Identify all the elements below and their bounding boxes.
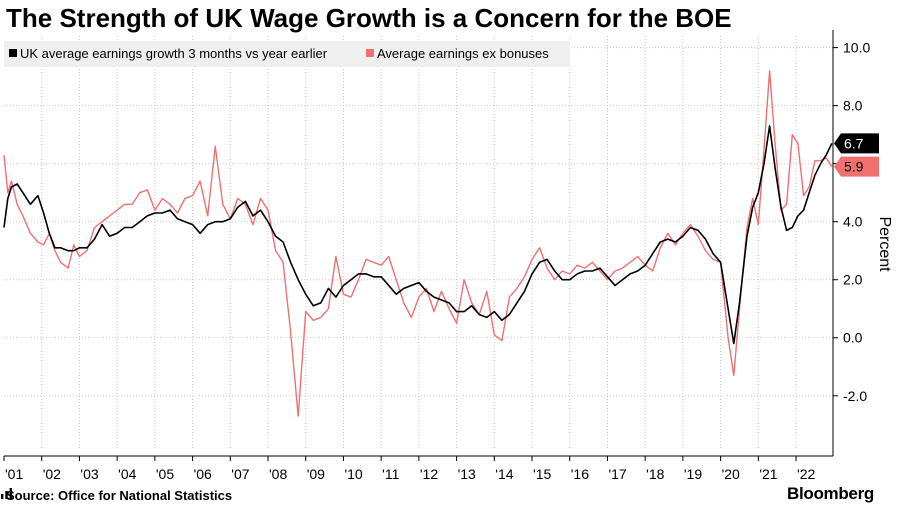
x-tick-label: '03 bbox=[80, 466, 98, 482]
x-tick-label: '05 bbox=[156, 466, 174, 482]
x-tick-label: '20 bbox=[722, 466, 740, 482]
x-axis-tick-labels: '01 '02 '03 '04 '05 '06 '07 '08 '09 '10 '11 '12 '13 '… bbox=[5, 466, 815, 482]
series-lines bbox=[3, 70, 833, 417]
x-tick-label: '11 bbox=[382, 466, 399, 482]
y-tick-label: 4.0 bbox=[843, 214, 863, 230]
y-tick-label: 0.0 bbox=[843, 330, 863, 346]
y-tick-label: -2.0 bbox=[843, 388, 867, 404]
x-tick-label: '13 bbox=[458, 466, 476, 482]
x-tick-label: '14 bbox=[495, 466, 513, 482]
legend-background bbox=[4, 41, 570, 67]
y-tick-label: 8.0 bbox=[843, 98, 863, 114]
series-line-ex-bonuses bbox=[3, 70, 833, 417]
x-tick-label: '19 bbox=[684, 466, 702, 482]
x-tick-label: '08 bbox=[269, 466, 287, 482]
last-value-labels: 6.7 5.9 bbox=[834, 133, 879, 177]
x-tick-label: '10 bbox=[344, 466, 362, 482]
x-tick-label: '17 bbox=[608, 466, 626, 482]
y-tick-label: 2.0 bbox=[843, 272, 863, 288]
chart-axes bbox=[3, 30, 838, 461]
chart-title: The Strength of UK Wage Growth is a Conc… bbox=[6, 3, 732, 33]
legend-label: Average earnings ex bonuses bbox=[377, 46, 549, 61]
x-tick-label: '01 bbox=[5, 466, 23, 482]
last-value-badge bbox=[834, 156, 879, 177]
legend-swatch-pink bbox=[366, 49, 374, 57]
x-tick-label: '12 bbox=[420, 466, 438, 482]
x-tick-label: '06 bbox=[194, 466, 212, 482]
x-tick-label: '09 bbox=[307, 466, 325, 482]
y-axis-tick-labels: 10.0 8.0 4.0 2.0 0.0 -2.0 bbox=[843, 40, 870, 404]
x-tick-label: '15 bbox=[533, 466, 551, 482]
y-tick-label: 10.0 bbox=[843, 40, 870, 56]
last-value-text: 6.7 bbox=[844, 135, 864, 151]
legend-label: UK average earnings growth 3 months vs y… bbox=[20, 46, 328, 61]
x-tick-label: '21 bbox=[759, 466, 777, 482]
x-tick-label: '02 bbox=[43, 466, 61, 482]
bloomberg-terminal-icon bbox=[1, 488, 12, 499]
last-value-badge bbox=[834, 133, 879, 154]
x-tick-label: '04 bbox=[118, 466, 136, 482]
chart-legend: UK average earnings growth 3 months vs y… bbox=[4, 41, 570, 67]
x-tick-label: '18 bbox=[646, 466, 664, 482]
x-tick-label: '16 bbox=[571, 466, 589, 482]
brand-logo-text: Bloomberg bbox=[786, 484, 874, 503]
y-axis-label: Percent bbox=[876, 216, 893, 272]
legend-swatch-black bbox=[9, 49, 17, 57]
series-line-total-earnings bbox=[3, 125, 833, 345]
vertical-gridlines bbox=[41, 36, 797, 448]
x-tick-label: '07 bbox=[231, 466, 249, 482]
last-value-text: 5.9 bbox=[844, 159, 864, 175]
source-note: Source: Office for National Statistics bbox=[6, 488, 233, 503]
x-tick-label: '22 bbox=[797, 466, 815, 482]
